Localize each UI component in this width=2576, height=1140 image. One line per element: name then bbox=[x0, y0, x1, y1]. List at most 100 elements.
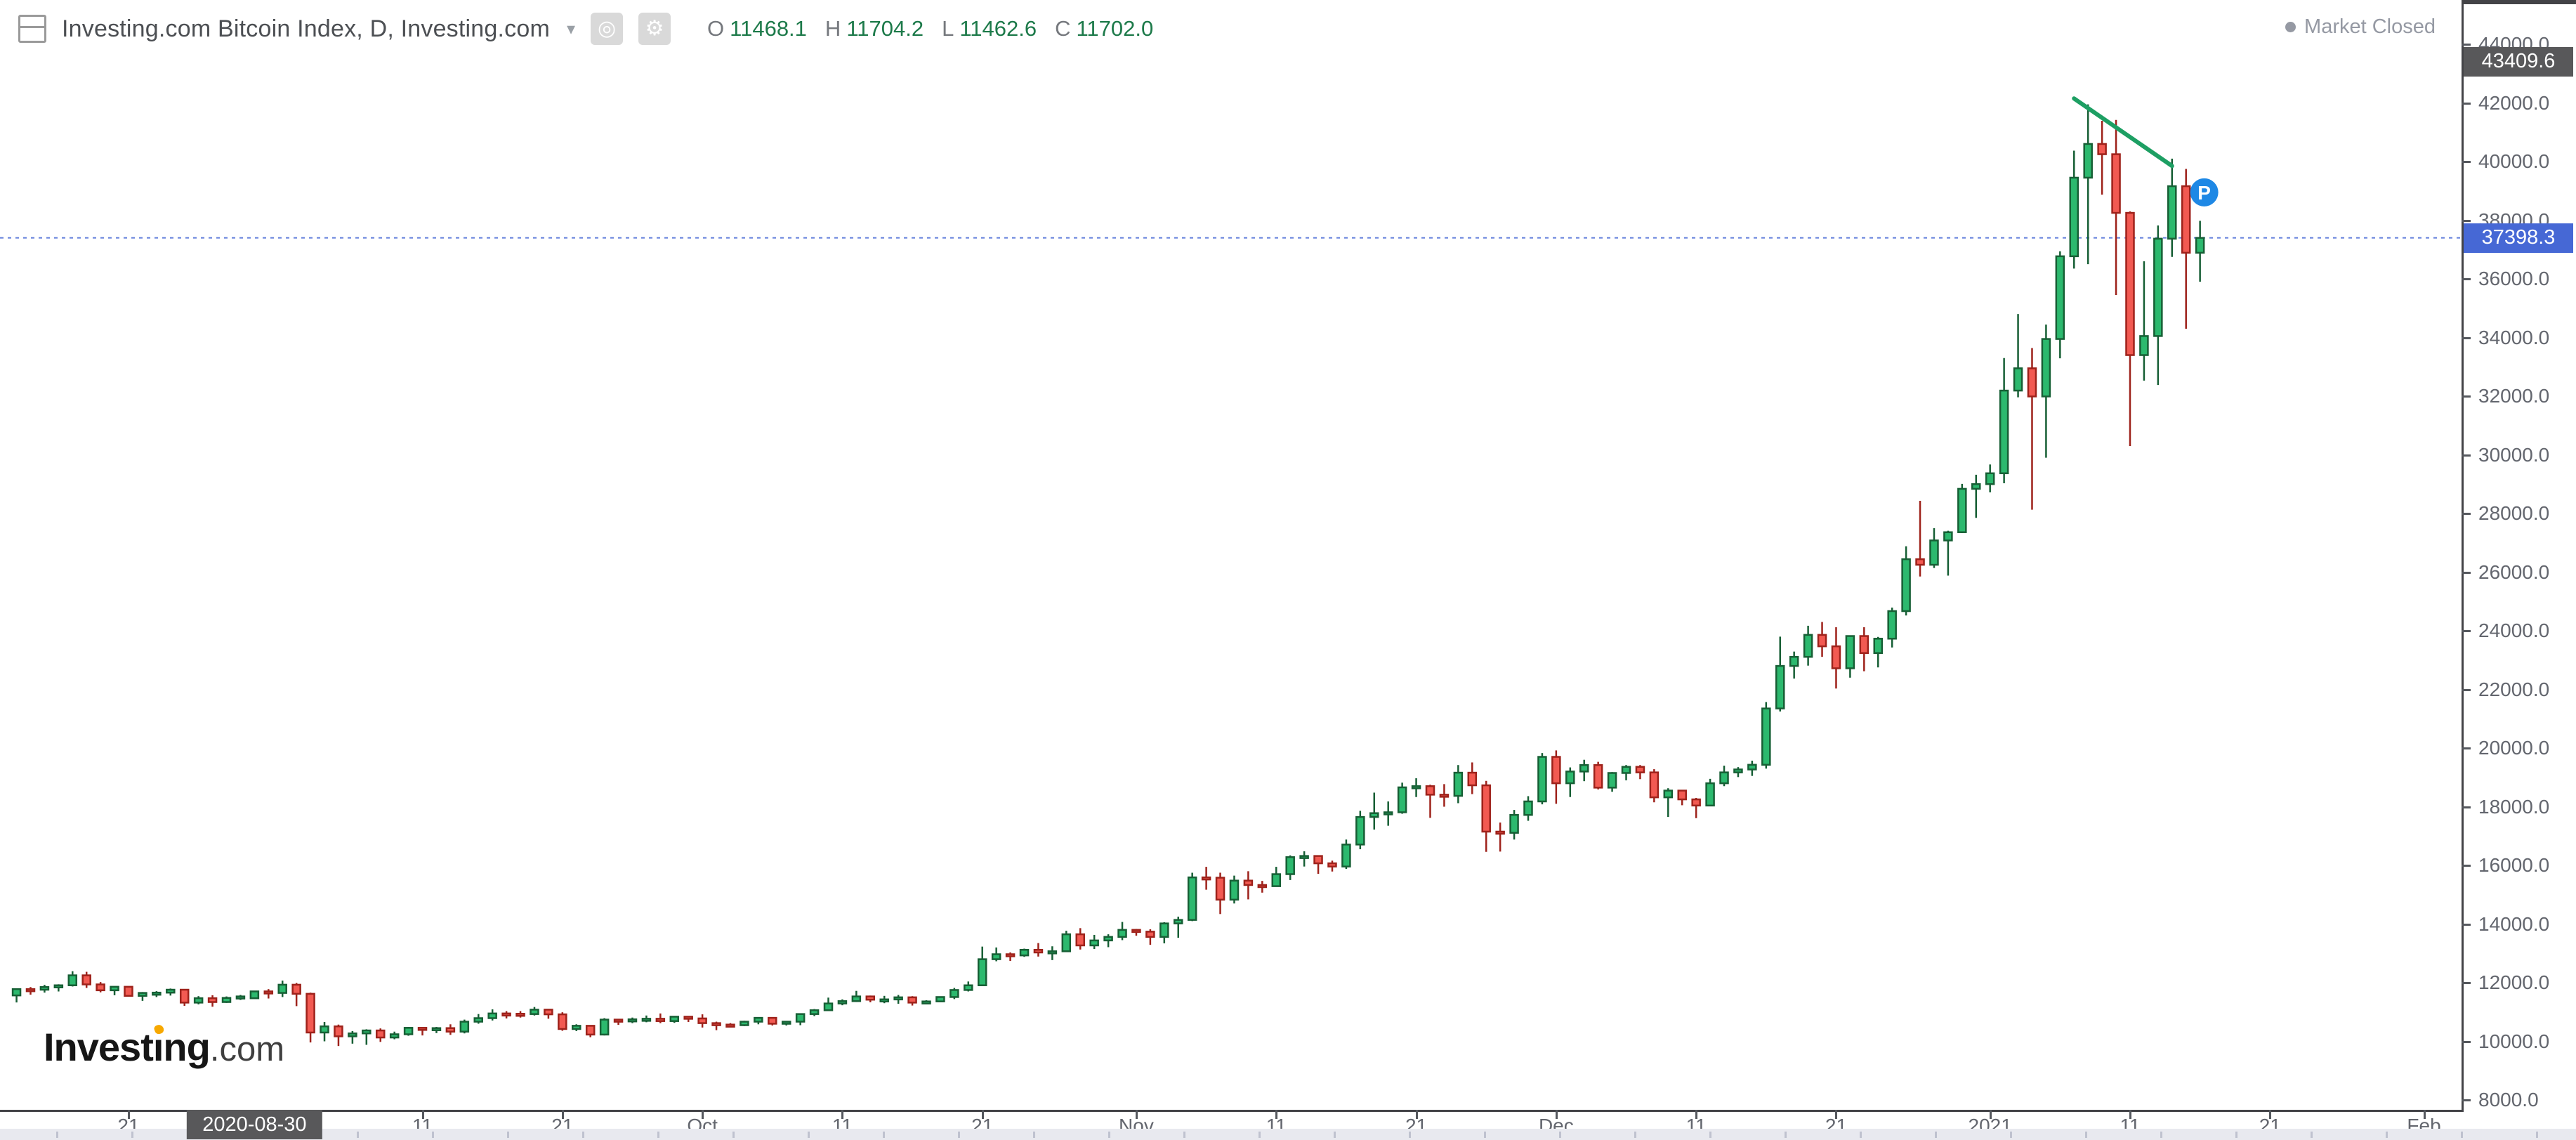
high-label: H bbox=[824, 16, 841, 41]
publisher-marker[interactable]: P bbox=[2190, 178, 2219, 207]
price-tick-label: 26000.0 bbox=[2478, 561, 2550, 583]
price-tick bbox=[2462, 923, 2471, 926]
status-text: Market Closed bbox=[2304, 15, 2436, 38]
price-tick bbox=[2462, 454, 2471, 457]
price-axis-border bbox=[2462, 0, 2464, 1110]
strip-tick bbox=[2386, 1132, 2388, 1138]
time-tick bbox=[2423, 1110, 2426, 1119]
price-tick bbox=[2462, 1040, 2471, 1043]
price-tick bbox=[2462, 161, 2471, 163]
strip-tick bbox=[2461, 1132, 2463, 1138]
price-axis[interactable]: 43409.6 37398.3 44000.0 42000.0 40000.0 380… bbox=[2462, 0, 2576, 1110]
price-tick bbox=[2462, 1099, 2471, 1101]
time-tick bbox=[1989, 1110, 1992, 1119]
price-tick bbox=[2462, 102, 2471, 105]
price-tick bbox=[2462, 865, 2471, 867]
price-tick bbox=[2462, 278, 2471, 280]
bottom-scroll-strip[interactable] bbox=[0, 1129, 2576, 1140]
last-price-label: 37398.3 bbox=[2464, 223, 2573, 253]
time-axis-border bbox=[0, 1110, 2464, 1112]
strip-tick bbox=[657, 1132, 659, 1138]
chart-legend: Investing.com Bitcoin Index, D, Investin… bbox=[18, 13, 1153, 45]
price-tick-label: 20000.0 bbox=[2478, 737, 2550, 759]
open-value: 11468.1 bbox=[730, 16, 807, 41]
investing-logo: Invest ı ng .com bbox=[44, 1023, 285, 1069]
time-tick bbox=[841, 1110, 844, 1119]
time-tick bbox=[2269, 1110, 2272, 1119]
price-axis-top-bar bbox=[2462, 0, 2576, 4]
strip-tick bbox=[2010, 1132, 2012, 1138]
crosshair-date-label: 2020-08-30 bbox=[187, 1110, 322, 1139]
price-tick-label: 12000.0 bbox=[2478, 971, 2550, 993]
price-tick-label: 42000.0 bbox=[2478, 91, 2550, 114]
price-tick-label: 30000.0 bbox=[2478, 443, 2550, 466]
strip-tick bbox=[1634, 1132, 1636, 1138]
time-tick bbox=[1555, 1110, 1558, 1119]
time-axis[interactable]: 2020-08-30 21 11 21 Oct 11 21 Nov 11 21 Dec 11 21 20… bbox=[0, 1110, 2576, 1139]
strip-tick bbox=[131, 1132, 133, 1138]
price-tick-label: 24000.0 bbox=[2478, 620, 2550, 641]
strip-tick bbox=[56, 1132, 58, 1138]
strip-tick bbox=[2536, 1132, 2538, 1138]
settings-button[interactable]: ⚙ bbox=[638, 13, 671, 45]
price-tick bbox=[2462, 747, 2471, 749]
candlestick-chart[interactable]: P bbox=[0, 0, 2462, 1110]
chart-plot-area[interactable]: P bbox=[0, 0, 2462, 1110]
strip-tick bbox=[507, 1132, 509, 1138]
price-tick-label: 14000.0 bbox=[2478, 912, 2550, 935]
price-tick bbox=[2462, 395, 2471, 398]
strip-tick bbox=[2085, 1132, 2087, 1138]
price-tick-label: 18000.0 bbox=[2478, 795, 2550, 818]
strip-tick bbox=[1484, 1132, 1486, 1138]
time-tick bbox=[561, 1110, 564, 1119]
time-tick bbox=[421, 1110, 424, 1119]
price-tick bbox=[2462, 513, 2471, 515]
svg-text:P: P bbox=[2197, 182, 2211, 204]
open-label: O bbox=[707, 16, 725, 41]
strip-tick bbox=[808, 1132, 810, 1138]
symbol-title[interactable]: Investing.com Bitcoin Index, D, Investin… bbox=[62, 15, 550, 42]
strip-tick bbox=[1409, 1132, 1411, 1138]
legend-collapse-icon[interactable] bbox=[18, 15, 46, 43]
price-tick-label: 32000.0 bbox=[2478, 385, 2550, 407]
strip-tick bbox=[582, 1132, 584, 1138]
strip-tick bbox=[1860, 1132, 1862, 1138]
price-tick-label: 36000.0 bbox=[2478, 268, 2550, 289]
strip-tick bbox=[958, 1132, 960, 1138]
strip-tick bbox=[1559, 1132, 1561, 1138]
price-tick-label: 40000.0 bbox=[2478, 150, 2550, 172]
strip-tick bbox=[357, 1132, 359, 1138]
price-tick bbox=[2462, 688, 2471, 691]
strip-tick bbox=[1935, 1132, 1937, 1138]
time-tick bbox=[1135, 1110, 1138, 1119]
ohlc-readout: O 11468.1 H 11704.2 L 11462.6 C 11702.0 bbox=[707, 16, 1153, 41]
price-tick-label: 16000.0 bbox=[2478, 854, 2550, 876]
snapshot-button[interactable]: ◎ bbox=[591, 13, 624, 45]
close-label: C bbox=[1055, 16, 1071, 41]
strip-tick bbox=[883, 1132, 885, 1138]
close-value: 11702.0 bbox=[1076, 16, 1154, 41]
price-tick-label: 34000.0 bbox=[2478, 326, 2550, 348]
chevron-down-icon[interactable]: ▾ bbox=[566, 19, 576, 39]
price-tick bbox=[2462, 571, 2471, 574]
status-dot-icon bbox=[2285, 22, 2296, 32]
price-tick bbox=[2462, 982, 2471, 984]
strip-tick bbox=[1183, 1132, 1185, 1138]
price-tick bbox=[2462, 336, 2471, 339]
price-tick bbox=[2462, 219, 2471, 222]
market-status: Market Closed bbox=[2285, 15, 2436, 39]
strip-tick bbox=[1334, 1132, 1336, 1138]
time-tick bbox=[702, 1110, 704, 1119]
price-tick bbox=[2462, 630, 2471, 632]
time-tick bbox=[981, 1110, 984, 1119]
time-tick bbox=[1835, 1110, 1838, 1119]
strip-tick bbox=[1033, 1132, 1035, 1138]
strip-tick bbox=[2235, 1132, 2237, 1138]
time-tick bbox=[1415, 1110, 1418, 1119]
low-label: L bbox=[942, 16, 954, 41]
price-tick bbox=[2462, 806, 2471, 808]
strip-tick bbox=[1709, 1132, 1711, 1138]
trendline-drawing[interactable] bbox=[2072, 96, 2174, 169]
time-tick bbox=[1275, 1110, 1278, 1119]
